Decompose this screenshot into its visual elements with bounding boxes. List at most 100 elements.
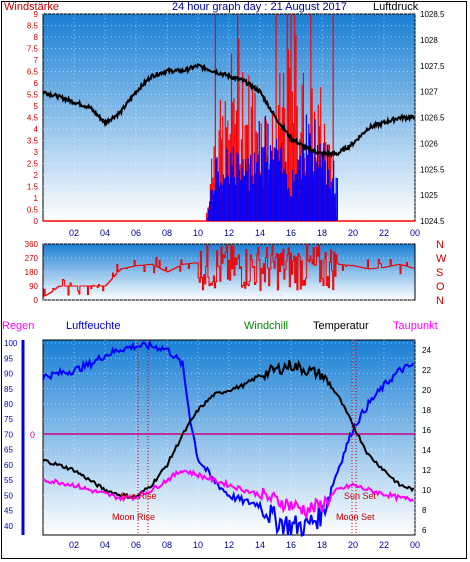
temperature-axis-ticks: 6 8 10 12 14 16 18 20 22 24 [422, 346, 431, 535]
luftfeuchte-label: Luftfeuchte [66, 320, 120, 332]
compass-tick: N [436, 295, 444, 307]
pressure-tick: 1027 [420, 88, 438, 97]
wind-tick: 5.5 [27, 91, 39, 100]
sun-rise-label: Sun Rise [120, 491, 157, 501]
humidity-tick: 80 [4, 400, 13, 409]
humidity-axis-ticks: 40 45 50 55 60 65 70 75 80 85 90 95 100 [4, 339, 18, 531]
humidity-tick: 65 [4, 446, 13, 455]
wind-direction-line [43, 244, 415, 298]
wind-tick: 2.5 [27, 160, 39, 169]
time-tick: 02 [69, 540, 79, 550]
humidity-tick: 100 [4, 339, 18, 348]
temperature-tick: 10 [422, 486, 431, 495]
moon-set-label: Moon Set [336, 512, 375, 522]
time-tick: 06 [131, 228, 141, 238]
humidity-tick: 50 [4, 491, 13, 500]
humidity-line [42, 339, 415, 537]
temperature-tick: 16 [422, 426, 431, 435]
temperature-tick: 6 [422, 526, 427, 535]
wind-tick: 7.5 [27, 45, 39, 54]
direction-tick: 0 [34, 296, 39, 305]
pressure-axis-ticks: 1024.5 1025 1025.5 1026 1026.5 1027 1027.5 1028… [420, 10, 445, 226]
humidity-tick: 85 [4, 385, 13, 394]
dewpoint-line [42, 469, 415, 520]
wind-tick: 1 [34, 194, 39, 203]
wind-tick: 0 [34, 217, 39, 226]
time-tick: 14 [255, 228, 265, 238]
panel-3-grid [43, 340, 416, 535]
wind-tick: 3.5 [27, 137, 39, 146]
humidity-tick: 95 [4, 354, 13, 363]
compass-tick: O [436, 281, 445, 293]
direction-tick: 90 [29, 282, 38, 291]
time-tick: 10 [193, 540, 203, 550]
time-tick: 16 [286, 540, 296, 550]
temperature-line [42, 359, 415, 500]
compass-tick: W [436, 253, 447, 265]
moon-rise-label: Moon Rise [112, 512, 155, 522]
temperature-tick: 18 [422, 406, 431, 415]
time-tick: 12 [224, 228, 234, 238]
time-tick: 20 [348, 540, 358, 550]
wind-tick: 6 [34, 79, 39, 88]
wind-axis-ticks: 0 0.5 1 1.5 2 2.5 3 3.5 4 4.5 5 5.5 6 6.5 7 7.5 8 8.5 9 [27, 10, 39, 226]
chart-title: 24 hour graph day : 21 August 2017 [172, 1, 347, 13]
time-tick: 20 [348, 228, 358, 238]
sun-set-label: Sun Set [344, 491, 377, 501]
humidity-tick: 90 [4, 370, 13, 379]
wind-gust-bars [206, 114, 338, 221]
temperature-tick: 8 [422, 506, 427, 515]
pressure-tick: 1025.5 [420, 165, 445, 174]
wind-tick: 3 [34, 148, 39, 157]
time-tick: 04 [100, 540, 110, 550]
taupunkt-label: Taupunkt [393, 320, 438, 332]
time-tick: 08 [162, 540, 172, 550]
temperature-tick: 14 [422, 446, 431, 455]
time-tick: 18 [317, 540, 327, 550]
pressure-tick: 1025 [420, 191, 438, 200]
humidity-tick: 70 [4, 430, 13, 439]
compass-tick: S [436, 267, 443, 279]
wind-tick: 5 [34, 102, 39, 111]
time-tick: 00 [410, 540, 420, 550]
regen-label: Regen [2, 320, 34, 332]
luftdruck-label: Luftdruck [373, 1, 419, 13]
time-tick: 10 [193, 228, 203, 238]
time-tick: 04 [100, 228, 110, 238]
wind-tick: 0.5 [27, 206, 39, 215]
time-tick: 12 [224, 540, 234, 550]
humidity-tick: 40 [4, 522, 13, 531]
wind-tick: 6.5 [27, 68, 39, 77]
time-tick: 00 [410, 228, 420, 238]
wind-tick: 1.5 [27, 183, 39, 192]
temperature-tick: 20 [422, 386, 431, 395]
pressure-tick: 1027.5 [420, 62, 445, 71]
pressure-tick: 1026.5 [420, 114, 445, 123]
temperature-tick: 22 [422, 366, 431, 375]
wind-tick: 9 [34, 10, 39, 19]
temperatur-label: Temperatur [313, 320, 369, 332]
humidity-tick: 55 [4, 476, 13, 485]
wind-tick: 4 [34, 125, 39, 134]
wind-tick: 4.5 [27, 114, 39, 123]
wind-tick: 8.5 [27, 22, 39, 31]
wind-tick: 2 [34, 171, 39, 180]
wind-tick: 8 [34, 33, 39, 42]
time-tick: 18 [317, 228, 327, 238]
direction-tick: 180 [25, 268, 39, 277]
panel-3-time-ticks: 02 04 06 08 10 12 14 16 18 20 22 00 [69, 540, 420, 550]
direction-tick: 360 [25, 240, 39, 249]
zero-label: 0 [30, 430, 35, 440]
time-tick: 14 [255, 540, 265, 550]
direction-axis-ticks: 0 90 180 270 360 [25, 240, 39, 305]
panel-1-time-ticks: 02 04 06 08 10 12 14 16 18 20 22 00 [69, 228, 420, 238]
humidity-tick: 60 [4, 461, 13, 470]
time-tick: 08 [162, 228, 172, 238]
time-tick: 02 [69, 228, 79, 238]
pressure-tick: 1028 [420, 36, 438, 45]
humidity-tick: 45 [4, 507, 13, 516]
pressure-line [42, 62, 416, 159]
